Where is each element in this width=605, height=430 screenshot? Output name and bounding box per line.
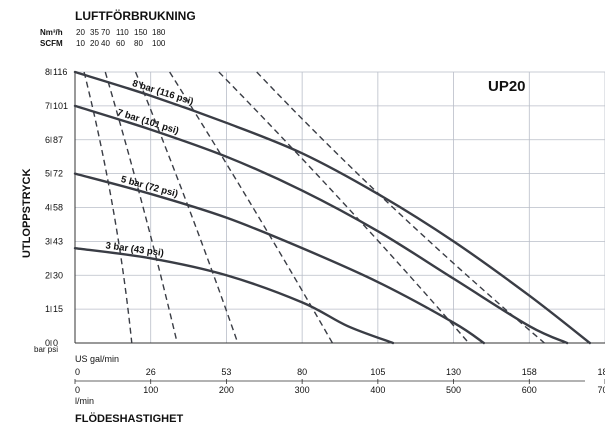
air-unit-label: SCFM: [40, 39, 63, 48]
air-scale-value: 150: [134, 28, 148, 37]
y-psi-tick: 0: [53, 338, 58, 348]
y-bar-tick: 1: [45, 304, 50, 314]
y-psi-tick: 101: [53, 101, 68, 111]
x-gal-label: US gal/min: [75, 354, 119, 364]
x-lmin-tick: 200: [219, 385, 234, 395]
y-bar-tick: 8: [45, 67, 50, 77]
y-psi-tick: 116: [53, 67, 67, 77]
x-lmin-tick: 300: [295, 385, 310, 395]
y-psi-tick: 15: [53, 304, 63, 314]
y-psi-tick: 30: [53, 270, 63, 280]
x-gal-tick: 0: [75, 367, 80, 377]
pressure-curve: [73, 172, 486, 345]
model-label: UP20: [488, 78, 526, 95]
x-gal-tick: 53: [221, 367, 231, 377]
air-consumption-curve: [256, 71, 545, 344]
air-scale-value: 110: [116, 28, 129, 37]
y-units-label: bar psi: [34, 345, 58, 354]
x-gal-tick: 80: [297, 367, 307, 377]
pressure-curve: [73, 70, 592, 345]
air-consumption-curve: [218, 71, 470, 344]
air-consumption-curve: [104, 71, 178, 344]
x-lmin-tick: 100: [143, 385, 158, 395]
x-lmin-tick: 500: [446, 385, 461, 395]
x-lmin-tick: 0: [75, 385, 80, 395]
air-scale-value: 35: [90, 28, 99, 37]
air-unit-label: Nm³/h: [40, 28, 63, 37]
air-scale-value: 60: [116, 39, 125, 48]
air-scale-value: 80: [134, 39, 143, 48]
y-bar-tick: 0: [45, 338, 50, 348]
y-bar-tick: 5: [45, 169, 50, 179]
x-axis-ticks: 0 0 26 100 53 200 80 300 105 400 130 500 158 600 185 70…: [74, 367, 605, 395]
x-lmin-tick: 400: [370, 385, 385, 395]
air-scale-value: 40: [101, 39, 110, 48]
y-psi-tick: 58: [53, 203, 63, 213]
y-axis-ticks: 0 0 1 15 2 30 3 43 4 58 5 72 6 87 7 101 8 116: [45, 67, 68, 348]
air-scale-value: 20: [90, 39, 99, 48]
air-scale-value: 10: [76, 39, 85, 48]
air-scale-value: 100: [152, 39, 166, 48]
x-gal-tick: 130: [446, 367, 461, 377]
y-psi-tick: 72: [53, 169, 63, 179]
x-lmin-label: l/min: [75, 396, 94, 406]
air-scale-value: 20: [76, 28, 85, 37]
pressure-curve: [73, 104, 569, 345]
y-bar-tick: 4: [45, 203, 50, 213]
x-gal-tick: 26: [146, 367, 156, 377]
pressure-curve: [73, 246, 395, 345]
air-scale-value: 70: [101, 28, 110, 37]
y-bar-tick: 6: [45, 135, 50, 145]
air-scale-value: 180: [152, 28, 166, 37]
x-axis-label: FLÖDESHASTIGHET: [75, 412, 183, 425]
y-psi-tick: 87: [53, 135, 63, 145]
air-consumption-curve: [134, 71, 239, 344]
x-gal-tick: 105: [370, 367, 385, 377]
air-consumption-title: LUFTFÖRBRUKNING: [75, 8, 196, 23]
y-bar-tick: 2: [45, 270, 50, 280]
pressure-curve-label: 5 bar (72 psi): [120, 174, 179, 200]
air-consumption-curve: [83, 71, 133, 344]
chart-grid: [74, 71, 605, 344]
x-gal-tick: 185: [597, 367, 605, 377]
y-axis-label: UTLOPPSTRYCK: [21, 169, 33, 258]
y-bar-tick: 7: [45, 101, 50, 111]
pressure-curves: [73, 70, 592, 345]
y-bar-tick: 3: [45, 236, 50, 246]
x-lmin-tick: 700: [597, 385, 605, 395]
x-gal-tick: 158: [522, 367, 537, 377]
x-lmin-tick: 600: [522, 385, 537, 395]
y-psi-tick: 43: [53, 236, 63, 246]
